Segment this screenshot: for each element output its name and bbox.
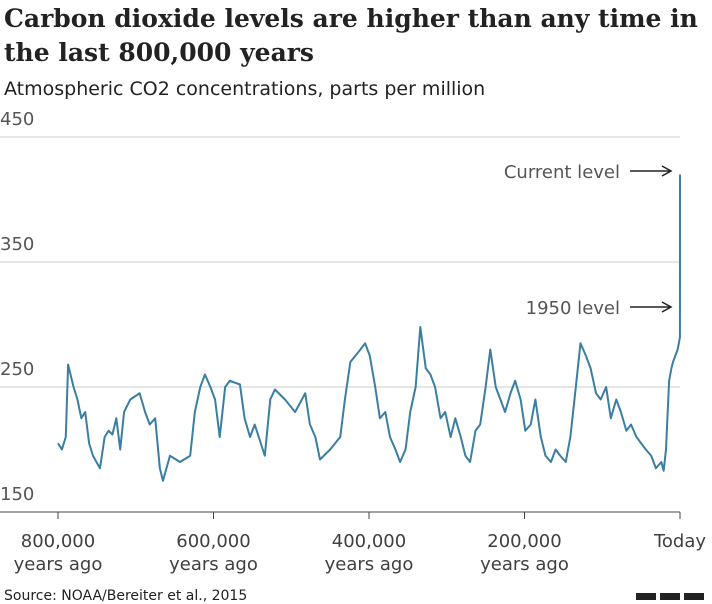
y-tick-label: 250: [0, 359, 34, 380]
chart-subtitle: Atmospheric CO2 concentrations, parts pe…: [4, 78, 486, 100]
annotation: Current level: [504, 162, 620, 183]
annotation-arrowhead: [661, 301, 673, 313]
data-line: [57, 174, 681, 482]
x-tick-label: 400,000 years ago: [324, 531, 414, 575]
logo: [636, 593, 704, 600]
chart-title: Carbon dioxide levels are higher than an…: [4, 4, 698, 67]
x-tick-label: 200,000 years ago: [480, 531, 569, 575]
y-tick-label: 350: [0, 234, 34, 255]
y-tick-label: 150: [0, 484, 34, 505]
annotation: 1950 level: [526, 298, 620, 319]
y-tick-label: 450: [0, 109, 34, 130]
annotation-arrowhead: [661, 165, 673, 177]
x-tick-label: Today: [653, 531, 707, 552]
x-tick-label: 800,000 years ago: [13, 531, 103, 575]
x-tick-label: 600,000 years ago: [169, 531, 258, 575]
source: Source: NOAA/Bereiter et al., 2015: [4, 588, 248, 604]
